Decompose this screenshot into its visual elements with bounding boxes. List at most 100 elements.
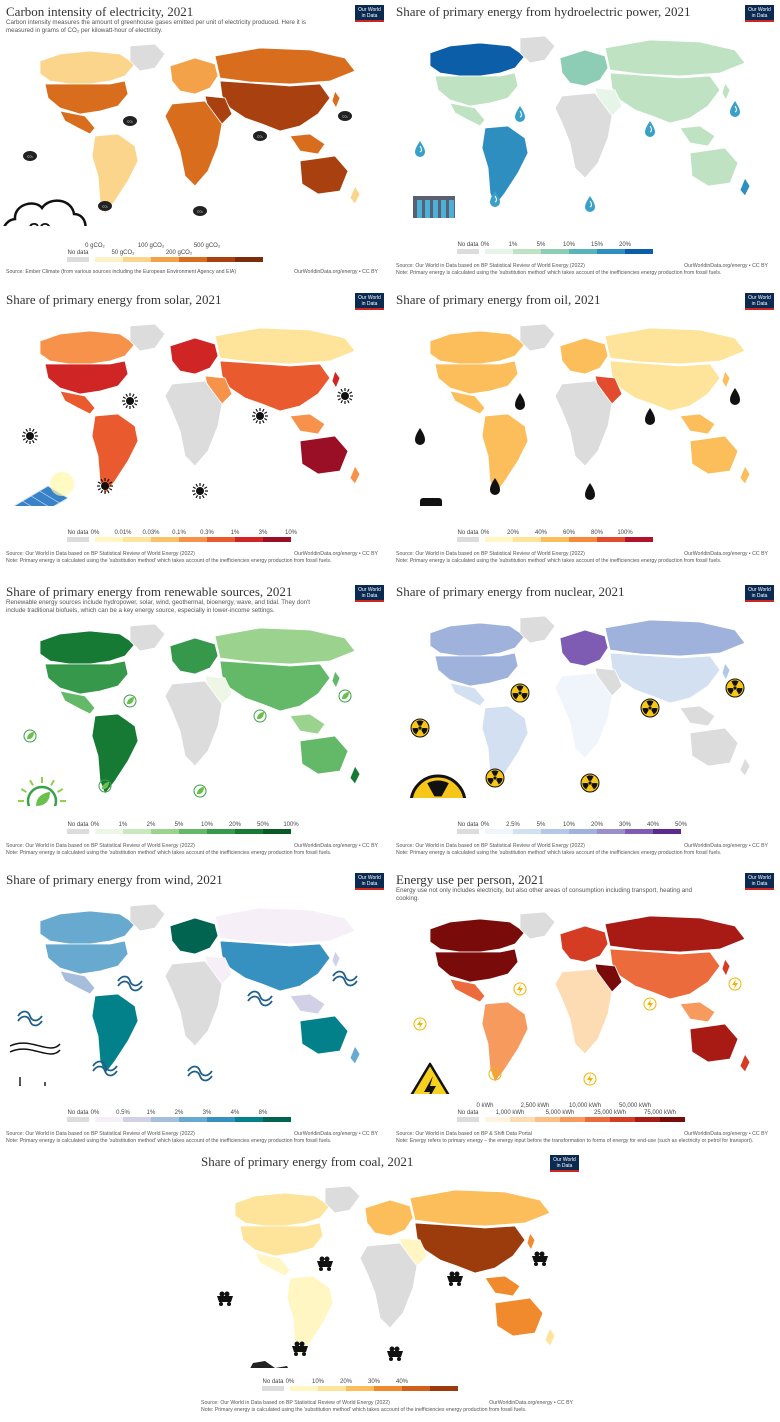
region-nz[interactable] [349,465,361,485]
region-japan[interactable] [331,370,341,389]
owid-logo[interactable]: Our World in Data [355,5,384,22]
region-russia[interactable] [409,1189,551,1227]
region-asia[interactable] [609,360,721,412]
region-greenland[interactable] [519,615,556,644]
region-mexico[interactable] [59,110,96,135]
region-greenland[interactable] [129,43,166,72]
region-japan[interactable] [721,958,731,977]
region-mexico[interactable] [449,390,486,415]
region-asia[interactable] [414,1222,526,1274]
region-africa[interactable] [554,672,613,759]
region-usa[interactable] [434,72,519,107]
region-asia[interactable] [219,80,331,132]
owid-logo[interactable]: Our World in Data [745,293,774,310]
region-australia[interactable] [299,155,349,195]
region-australia[interactable] [299,435,349,475]
region-greenland[interactable] [324,1185,361,1214]
region-seasia[interactable] [679,413,716,435]
region-nz[interactable] [349,765,361,785]
region-europe[interactable] [169,917,219,955]
region-asia[interactable] [219,660,331,712]
region-europe[interactable] [169,57,219,95]
region-russia[interactable] [214,327,356,365]
region-europe[interactable] [559,925,609,963]
region-nz[interactable] [739,757,751,777]
region-russia[interactable] [604,39,746,77]
region-nz[interactable] [739,1053,751,1073]
region-samerica[interactable] [481,413,529,495]
region-canada[interactable] [429,330,526,365]
owid-logo[interactable]: Our World in Data [355,293,384,310]
region-europe[interactable] [364,1199,414,1237]
region-nz[interactable] [739,177,751,197]
region-asia[interactable] [219,360,331,412]
region-samerica[interactable] [91,413,139,495]
region-canada[interactable] [39,330,136,365]
credit-link[interactable]: OurWorldinData.org/energy • CC BY [684,843,768,849]
region-nz[interactable] [349,1045,361,1065]
region-europe[interactable] [559,337,609,375]
region-canada[interactable] [39,50,136,85]
region-seasia[interactable] [679,1001,716,1023]
region-europe[interactable] [559,629,609,667]
region-africa[interactable] [164,960,223,1047]
region-usa[interactable] [434,948,519,983]
region-usa[interactable] [44,360,129,395]
region-samerica[interactable] [286,1275,334,1357]
region-africa[interactable] [164,380,223,467]
region-africa[interactable] [359,1242,418,1329]
region-africa[interactable] [554,968,613,1055]
region-asia[interactable] [219,940,331,992]
region-russia[interactable] [604,619,746,657]
region-seasia[interactable] [484,1275,521,1297]
region-australia[interactable] [494,1297,544,1337]
credit-link[interactable]: OurWorldinData.org/energy • CC BY [684,551,768,557]
owid-logo[interactable]: Our World in Data [745,5,774,22]
credit-link[interactable]: OurWorldinData.org/energy • CC BY [294,1131,378,1137]
region-mexico[interactable] [449,978,486,1003]
owid-logo[interactable]: Our World in Data [355,873,384,890]
region-samerica[interactable] [91,993,139,1075]
region-usa[interactable] [434,360,519,395]
region-seasia[interactable] [289,413,326,435]
region-australia[interactable] [689,727,739,767]
region-samerica[interactable] [91,133,139,215]
region-australia[interactable] [299,735,349,775]
region-australia[interactable] [689,147,739,187]
region-australia[interactable] [689,435,739,475]
region-japan[interactable] [331,950,341,969]
region-seasia[interactable] [289,713,326,735]
credit-link[interactable]: OurWorldinData.org/energy • CC BY [684,1131,768,1137]
region-mexico[interactable] [59,690,96,715]
credit-link[interactable]: OurWorldinData.org/energy • CC BY [684,263,768,269]
region-australia[interactable] [689,1023,739,1063]
region-usa[interactable] [239,1222,324,1257]
region-nz[interactable] [739,465,751,485]
region-samerica[interactable] [481,705,529,787]
region-africa[interactable] [164,680,223,767]
region-samerica[interactable] [481,125,529,207]
region-canada[interactable] [39,630,136,665]
region-greenland[interactable] [129,903,166,932]
region-japan[interactable] [721,82,731,101]
region-europe[interactable] [169,637,219,675]
region-greenland[interactable] [519,911,556,940]
region-canada[interactable] [429,42,526,77]
region-russia[interactable] [214,907,356,945]
region-samerica[interactable] [91,713,139,795]
region-seasia[interactable] [289,993,326,1015]
region-usa[interactable] [434,652,519,687]
region-mexico[interactable] [59,390,96,415]
region-russia[interactable] [604,327,746,365]
region-canada[interactable] [39,910,136,945]
credit-link[interactable]: OurWorldinData.org/energy • CC BY [294,843,378,849]
region-asia[interactable] [609,948,721,1000]
region-russia[interactable] [214,627,356,665]
region-seasia[interactable] [289,133,326,155]
region-mexico[interactable] [449,682,486,707]
region-europe[interactable] [559,49,609,87]
region-africa[interactable] [164,100,223,187]
region-mexico[interactable] [254,1252,291,1277]
region-usa[interactable] [44,660,129,695]
region-canada[interactable] [429,918,526,953]
